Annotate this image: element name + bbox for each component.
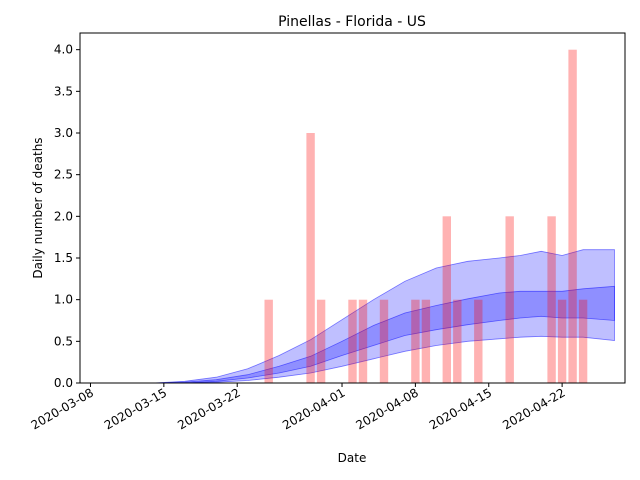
x-tick-label: 2020-03-15 [102, 385, 169, 432]
bar [306, 133, 315, 383]
bar [557, 299, 567, 383]
y-tick-label: 3.0 [54, 126, 73, 140]
bar [568, 49, 577, 383]
bar [358, 299, 368, 383]
x-axis-label: Date [338, 451, 367, 465]
bar [264, 299, 273, 383]
y-tick-label: 0.5 [54, 334, 73, 348]
bar [442, 216, 451, 383]
bar [421, 299, 431, 383]
x-tick-label: 2020-04-15 [427, 385, 494, 432]
bar [316, 299, 326, 383]
bar [411, 299, 420, 383]
plot-frame [79, 32, 626, 384]
x-tick-label: 2020-03-22 [175, 385, 242, 432]
x-axis: 2020-03-08 2020-03-15 2020-03-22 2020-04-01… [29, 383, 568, 432]
y-axis-label: Daily number of deaths [31, 137, 45, 278]
bar [578, 299, 588, 383]
bar [379, 299, 389, 383]
y-tick-label: 4.0 [54, 43, 73, 57]
confidence-bands [153, 249, 615, 384]
bar [547, 216, 556, 383]
y-tick-label: 3.5 [54, 84, 73, 98]
bar [474, 299, 483, 383]
y-tick-label: 2.0 [54, 209, 73, 223]
bar [348, 299, 357, 383]
bar [453, 299, 462, 383]
x-tick-label: 2020-04-22 [500, 385, 567, 432]
y-tick-label: 2.5 [54, 168, 73, 182]
x-tick-label: 2020-04-08 [353, 385, 420, 432]
inner-band [153, 285, 615, 384]
bars [264, 49, 588, 383]
y-axis: 0.0 0.5 1.0 1.5 2.0 2.5 3.0 3.5 4.0 [54, 43, 80, 390]
x-tick-label: 2020-03-08 [29, 385, 96, 432]
chart-title: Pinellas - Florida - US [278, 14, 426, 30]
x-tick-label: 2020-04-01 [280, 385, 347, 432]
y-tick-label: 1.0 [54, 293, 73, 307]
bar [505, 216, 514, 383]
y-tick-label: 0.0 [54, 376, 73, 390]
y-tick-label: 1.5 [54, 251, 73, 265]
